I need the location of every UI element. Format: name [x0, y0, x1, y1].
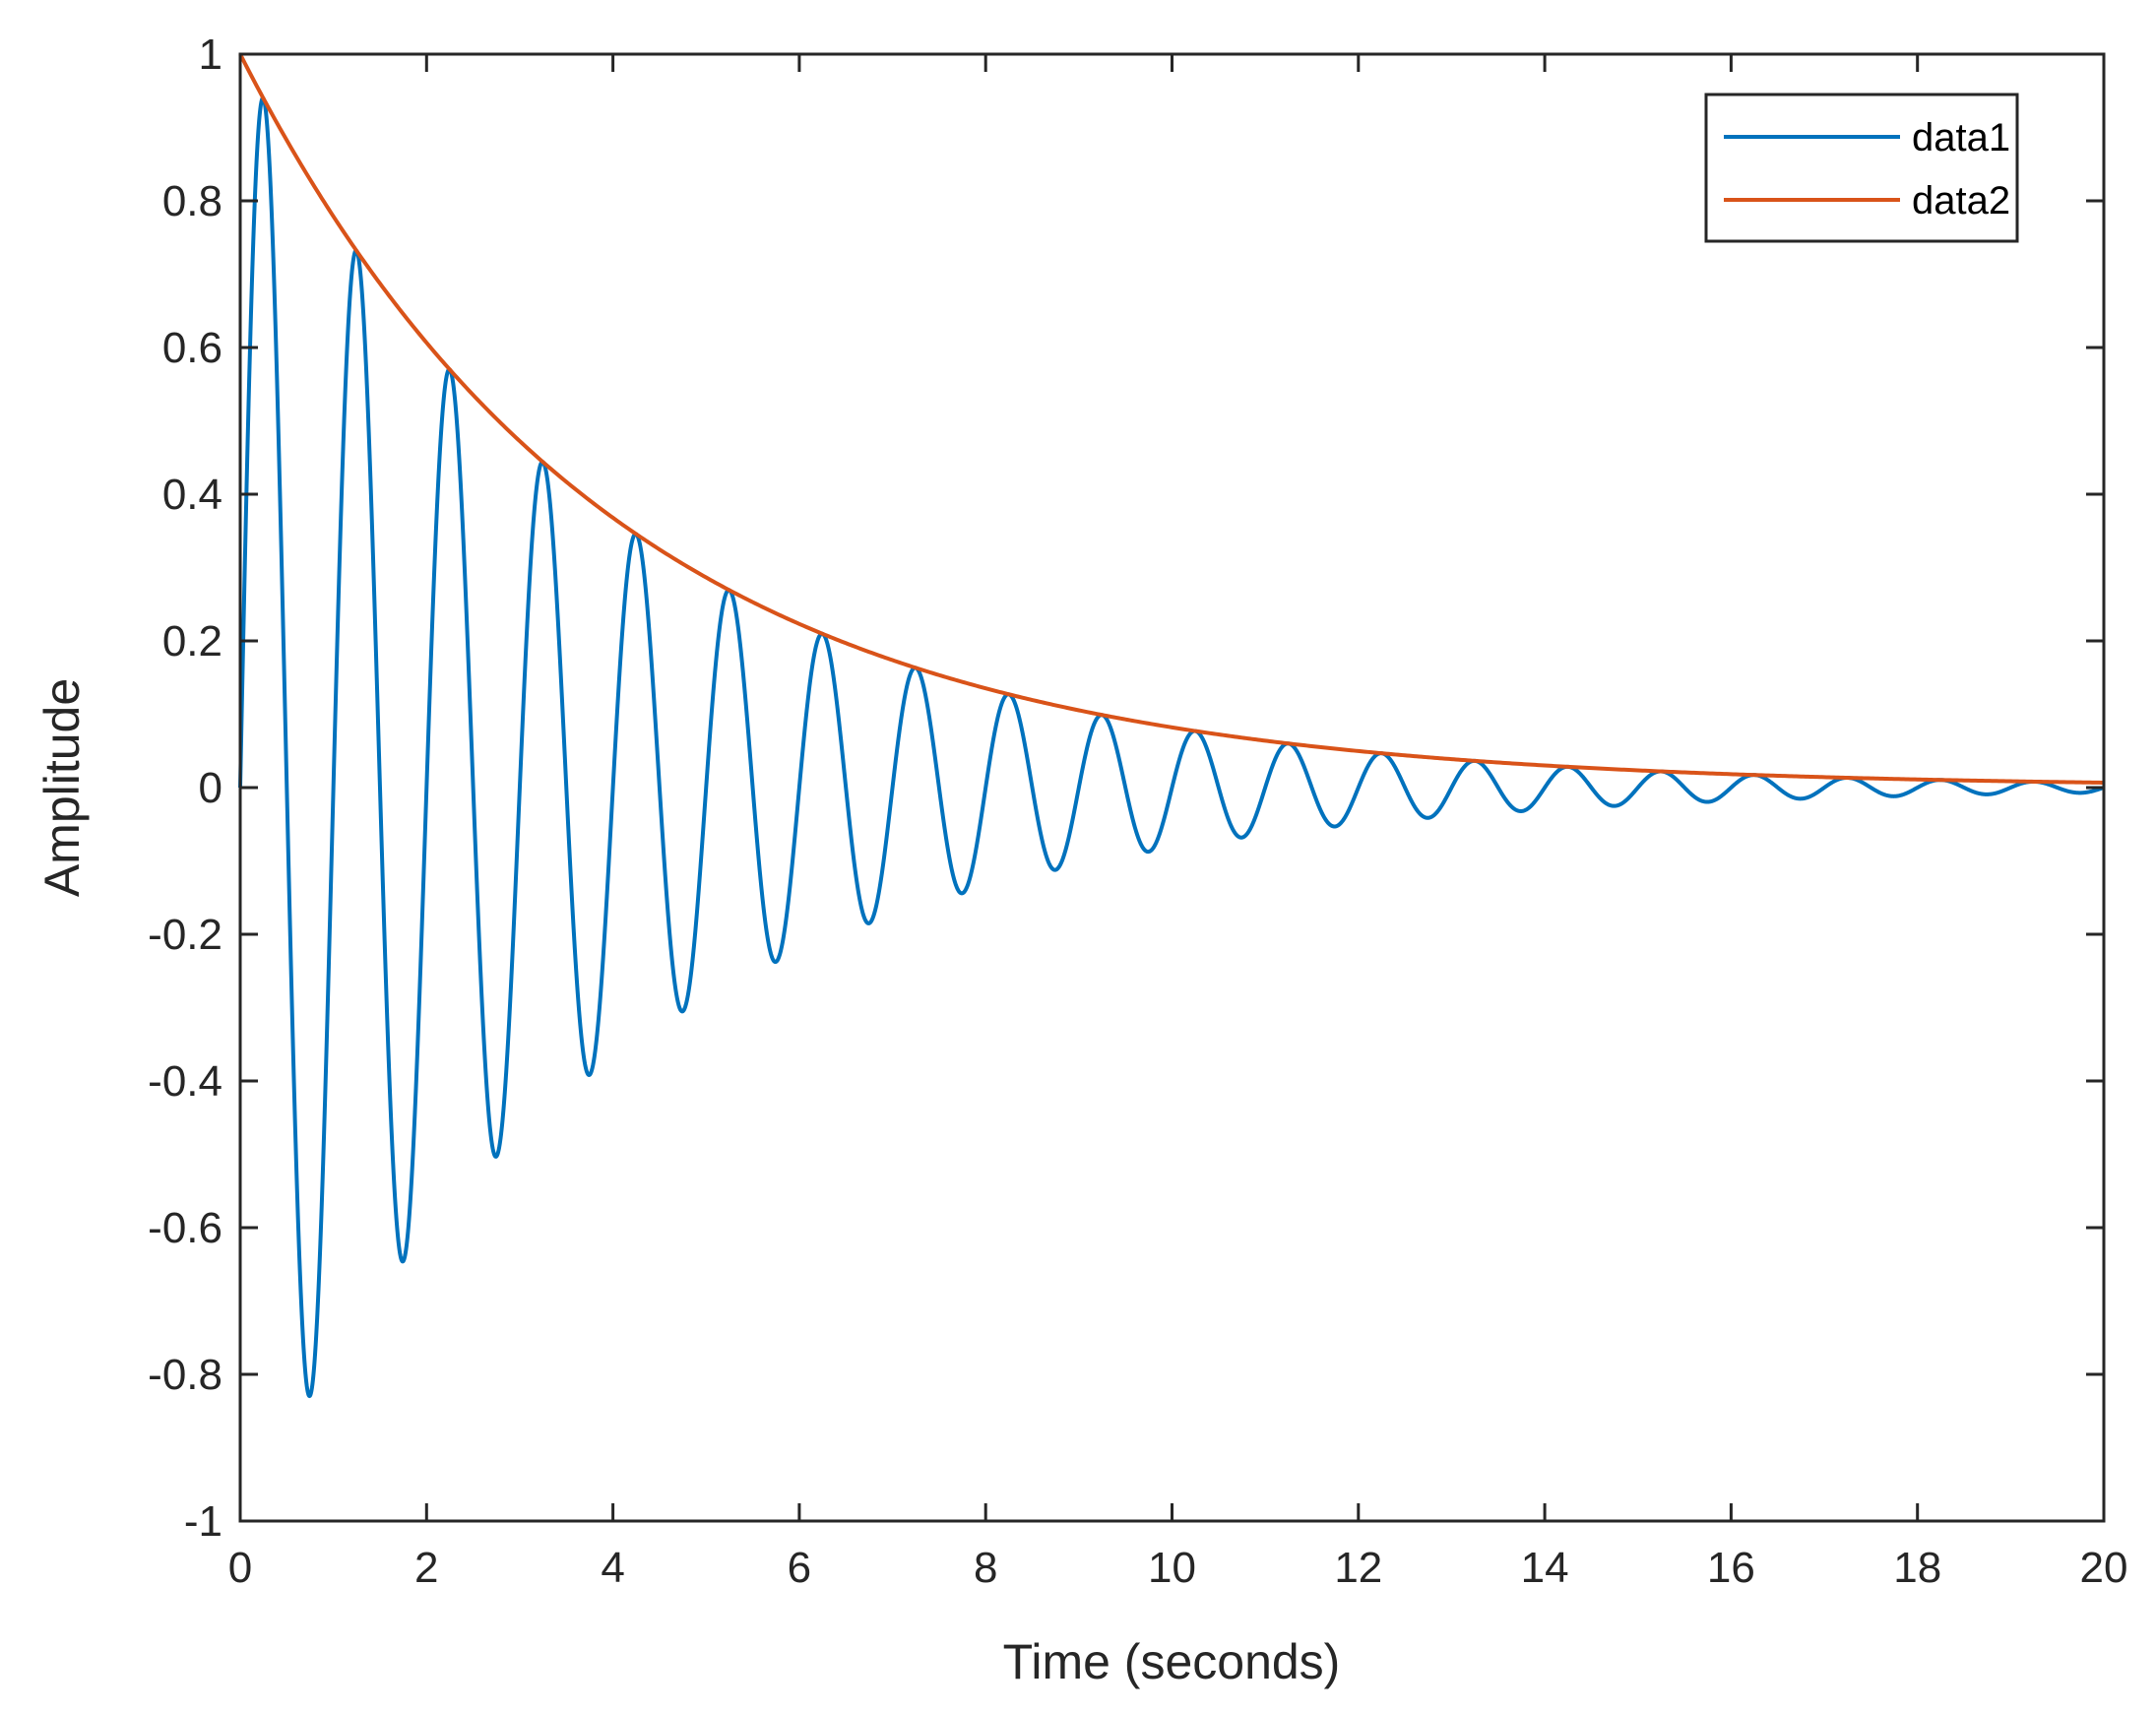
- y-tick-label: 0: [199, 764, 222, 812]
- series-line-data1: [238, 95, 2106, 1399]
- x-tick-label: 4: [601, 1544, 624, 1592]
- y-tick-label: -1: [184, 1497, 222, 1546]
- y-tick-label: 0.4: [162, 471, 222, 519]
- y-tick-label: -0.6: [148, 1204, 222, 1252]
- x-tick-label: 14: [1521, 1544, 1569, 1592]
- x-tick-label: 2: [414, 1544, 438, 1592]
- x-tick-label: 6: [788, 1544, 811, 1592]
- x-tick-label: 12: [1334, 1544, 1382, 1592]
- y-tick-label: 1: [199, 31, 222, 79]
- ticks-layer: 0 2 4 6 8 10 12 14 16 18 20 -1 -0.8 -0.6 -0.4 -0.2 0 0.2 0…: [148, 31, 2127, 1592]
- series-layer: [238, 53, 2106, 1399]
- x-tick-label: 0: [228, 1544, 252, 1592]
- y-tick-label: -0.2: [148, 911, 222, 959]
- y-tick-label: -0.4: [148, 1057, 222, 1106]
- legend-label-data1: data1: [1912, 116, 2010, 159]
- y-axis-label: Amplitude: [34, 678, 90, 897]
- legend-box: [1704, 93, 2019, 243]
- y-tick-label: 0.6: [162, 324, 222, 372]
- y-tick-label: 0.8: [162, 177, 222, 225]
- y-tick-label: -0.8: [148, 1351, 222, 1399]
- x-tick-label: 20: [2080, 1544, 2128, 1592]
- x-tick-label: 16: [1707, 1544, 1755, 1592]
- legend-label-data2: data2: [1912, 179, 2010, 222]
- x-tick-label: 8: [974, 1544, 997, 1592]
- x-axis-label: Time (seconds): [1003, 1634, 1341, 1689]
- x-tick-label: 10: [1148, 1544, 1196, 1592]
- series-line-data2: [238, 53, 2105, 785]
- x-tick-label: 18: [1893, 1544, 1941, 1592]
- legend[interactable]: data1 data2: [1704, 93, 2019, 243]
- y-tick-label: 0.2: [162, 617, 222, 666]
